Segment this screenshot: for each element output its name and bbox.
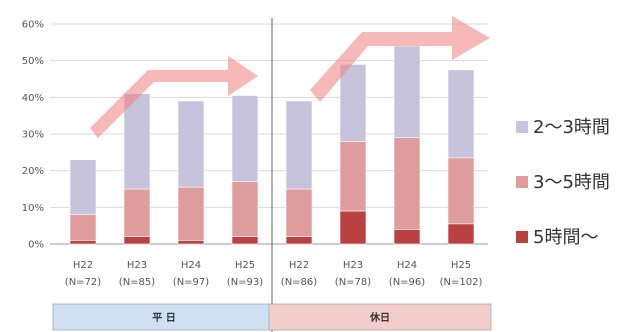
x-tick-label: H23 <box>343 260 363 271</box>
x-tick-sublabel: (N=96) <box>389 277 425 288</box>
x-tick-sublabel: (N=97) <box>173 277 209 288</box>
trend-arrow-holiday <box>310 16 490 102</box>
y-tick-label: 40% <box>22 93 44 104</box>
bar-segment <box>393 229 421 245</box>
bar-segment <box>393 137 421 230</box>
bar-segment <box>447 69 475 159</box>
legend-swatch <box>516 121 528 133</box>
x-tick-label: H23 <box>127 260 147 271</box>
y-axis: 0% 10% 20% 30% 40% 50% 60% <box>22 20 44 251</box>
x-axis-labels: H22 (N=72) H23 (N=85) H24 (N=97) H25 (N=93) H22 (… <box>65 260 483 288</box>
bar-segment <box>285 188 313 237</box>
x-tick-label: H25 <box>235 260 255 271</box>
bar-segment <box>339 210 367 245</box>
group-band <box>268 303 492 331</box>
x-tick-label: H22 <box>289 260 309 271</box>
x-tick-label: H25 <box>451 260 471 271</box>
bar-segment <box>393 45 421 138</box>
bar-segment <box>69 214 97 241</box>
x-tick-label: H22 <box>73 260 93 271</box>
legend-label: 3〜5時間 <box>533 172 610 193</box>
bar-segment <box>231 181 259 237</box>
x-tick-sublabel: (N=85) <box>119 277 155 288</box>
legend-swatch <box>516 231 528 243</box>
bar-segment <box>231 236 259 245</box>
bar-segment <box>123 236 151 245</box>
x-tick-sublabel: (N=72) <box>65 277 101 288</box>
legend-label: 5時間〜 <box>533 227 598 248</box>
trend-arrows <box>90 16 490 138</box>
y-tick-label: 60% <box>22 20 44 31</box>
bar-segment <box>339 64 367 142</box>
bar-segment <box>231 95 259 182</box>
bar-segment <box>339 141 367 212</box>
legend-swatch <box>516 176 528 188</box>
legend: 2〜3時間 3〜5時間 5時間〜 <box>516 117 610 248</box>
x-tick-sublabel: (N=93) <box>227 277 263 288</box>
group-bands: 平 日 休日 <box>52 303 492 331</box>
x-tick-sublabel: (N=86) <box>281 277 317 288</box>
bar-segment <box>123 188 151 237</box>
y-tick-label: 20% <box>22 166 44 177</box>
group-label: 平 日 <box>152 312 175 324</box>
x-tick-sublabel: (N=78) <box>335 277 371 288</box>
y-tick-label: 0% <box>28 240 44 251</box>
bar-segment <box>447 223 475 245</box>
bar-segment <box>285 100 313 190</box>
x-tick-label: H24 <box>397 260 417 271</box>
bar-segment <box>177 100 205 188</box>
bar-segment <box>69 240 97 245</box>
x-tick-sublabel: (N=102) <box>440 277 483 288</box>
y-tick-label: 10% <box>22 203 44 214</box>
bar-segment <box>447 157 475 225</box>
group-label: 休日 <box>369 311 390 324</box>
bar-segment <box>177 240 205 245</box>
bars <box>69 45 475 245</box>
y-tick-label: 50% <box>22 56 44 67</box>
y-tick-label: 30% <box>22 130 44 141</box>
bar-segment <box>177 186 205 241</box>
x-tick-label: H24 <box>181 260 201 271</box>
bar-segment <box>69 159 97 215</box>
legend-label: 2〜3時間 <box>533 117 610 138</box>
trend-arrow-weekday <box>90 56 258 138</box>
bar-segment <box>285 236 313 245</box>
